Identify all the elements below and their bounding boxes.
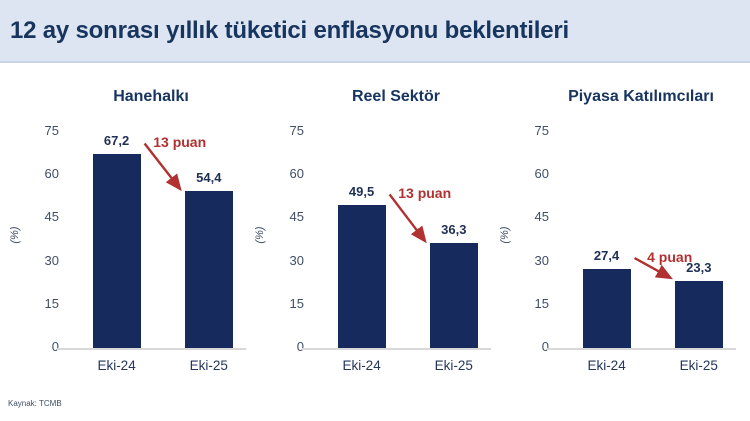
- source-note: Kaynak: TCMB: [8, 399, 62, 408]
- slide-header: 12 ay sonrası yıllık tüketici enflasyonu…: [0, 0, 750, 63]
- bar-value-label: 23,3: [686, 259, 712, 275]
- decline-arrow-icon: [388, 193, 427, 244]
- x-category-label: Eki-25: [189, 358, 228, 373]
- y-tick-label: 60: [534, 166, 549, 182]
- y-tick-label: 30: [44, 252, 59, 268]
- chart-title: Reel Sektör: [351, 88, 441, 105]
- y-tick-label: 0: [296, 339, 304, 354]
- decline-arrow-icon: [634, 257, 674, 280]
- chart-panel-reel-sektor: Reel Sektör (%) 75 60 45 30 15 0 13 puan 49,5…: [248, 70, 493, 400]
- y-tick-label: 75: [289, 123, 304, 138]
- bar-eki-25: [674, 280, 723, 348]
- chart-title: Piyasa Katılımcıları: [568, 88, 714, 105]
- decline-arrow-icon: [143, 142, 182, 192]
- y-tick-label: 45: [289, 209, 304, 225]
- bar-eki-24: [337, 205, 386, 348]
- y-tick-label: 0: [51, 339, 59, 354]
- plot-area: 13 puan 67,2 54,4: [67, 132, 241, 348]
- change-annotation: 13 puan: [398, 185, 452, 202]
- chart-title: Hanehalkı: [113, 88, 189, 105]
- y-tick-label: 75: [44, 123, 59, 138]
- y-tick-label: 30: [289, 252, 304, 268]
- y-tick-label: 0: [541, 339, 549, 354]
- x-axis-line: [302, 348, 491, 350]
- x-category-label: Eki-24: [587, 358, 626, 373]
- bar-eki-25: [184, 191, 233, 348]
- chart-panel-piyasa-katilimcilari: Piyasa Katılımcıları (%) 75 60 45 30 15 0 4 p…: [493, 70, 738, 400]
- y-tick-label: 60: [289, 166, 304, 182]
- y-tick-label: 15: [44, 295, 59, 311]
- plot-area: 4 puan 27,4 23,3: [557, 132, 731, 348]
- y-tick-label: 45: [534, 209, 549, 225]
- bar-eki-25: [429, 243, 478, 348]
- bar-value-label: 27,4: [593, 248, 620, 264]
- bar-value-label: 49,5: [348, 184, 375, 200]
- x-category-label: Eki-25: [434, 358, 473, 373]
- bar-value-label: 36,3: [441, 222, 467, 238]
- bar-value-label: 54,4: [196, 170, 222, 186]
- y-tick-label: 45: [44, 209, 59, 225]
- x-axis-line: [57, 348, 246, 350]
- change-annotation: 13 puan: [153, 134, 207, 151]
- plot-area: 13 puan 49,5 36,3: [312, 132, 486, 348]
- y-tick-label: 15: [534, 295, 549, 311]
- x-axis-line: [547, 348, 736, 350]
- y-tick-label: 15: [289, 295, 304, 311]
- charts-row: Hanehalkı (%) 75 60 45 30 15 0 13 puan 67,2 54…: [3, 70, 738, 400]
- bar-eki-24: [92, 154, 141, 348]
- bar-eki-24: [582, 269, 631, 348]
- y-tick-label: 60: [44, 166, 59, 182]
- change-annotation: 4 puan: [647, 249, 693, 266]
- chart-panel-hanehalki: Hanehalkı (%) 75 60 45 30 15 0 13 puan 67,2 54…: [3, 70, 248, 400]
- bar-value-label: 67,2: [103, 133, 130, 149]
- x-category-label: Eki-25: [679, 358, 718, 373]
- page-title: 12 ay sonrası yıllık tüketici enflasyonu…: [10, 16, 569, 44]
- y-tick-label: 30: [534, 252, 549, 268]
- y-tick-label: 75: [534, 123, 549, 138]
- x-category-label: Eki-24: [97, 358, 136, 373]
- x-category-label: Eki-24: [342, 358, 381, 373]
